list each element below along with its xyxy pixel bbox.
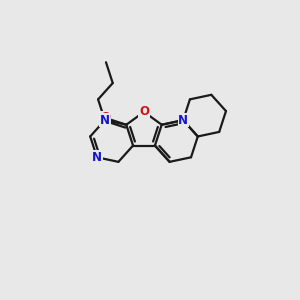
- Text: N: N: [92, 151, 102, 164]
- Text: N: N: [100, 114, 110, 127]
- Text: N: N: [178, 114, 188, 127]
- Text: O: O: [100, 112, 110, 124]
- Text: O: O: [139, 105, 149, 119]
